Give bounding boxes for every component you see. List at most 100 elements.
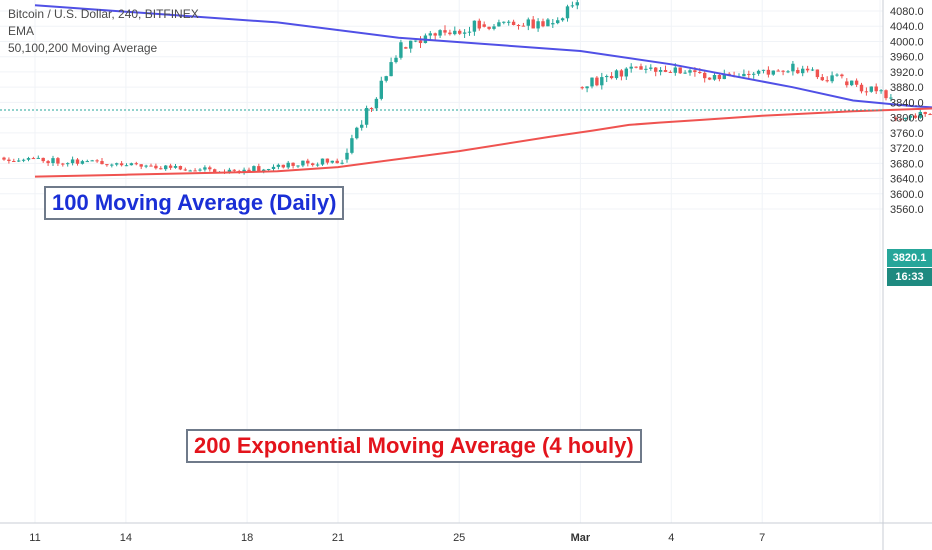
candle-body xyxy=(355,127,359,139)
ema-indicator-label: EMA xyxy=(8,24,35,38)
ema-annotation: 200 Exponential Moving Average (4 houly) xyxy=(186,429,642,463)
candle-body xyxy=(139,164,143,167)
candle-body xyxy=(511,21,516,26)
candle-body xyxy=(80,161,85,164)
candle-body xyxy=(56,158,60,164)
candle-body xyxy=(41,157,45,162)
candle-body xyxy=(879,90,883,92)
candle-body xyxy=(776,70,780,72)
candle-body xyxy=(144,165,148,167)
time-axis: 11 14 18 21 25 Mar 4 7 xyxy=(29,532,765,544)
candle-body xyxy=(492,26,496,29)
moving-average-100-line xyxy=(34,4,932,109)
candle-body xyxy=(516,25,521,27)
candle-body xyxy=(115,163,119,165)
price-tick-label: 3800.0 xyxy=(890,113,924,125)
candle-body xyxy=(159,168,163,170)
candle-body xyxy=(418,40,423,44)
candle-body xyxy=(801,68,805,74)
candle-body xyxy=(472,20,477,32)
candle-body xyxy=(786,71,790,73)
candle-body xyxy=(742,73,746,77)
candle-body xyxy=(105,164,109,166)
candle-body xyxy=(771,70,775,75)
candle-body xyxy=(600,77,604,86)
candle-body xyxy=(95,160,99,162)
candle-body xyxy=(673,67,677,73)
price-tick-label: 3760.0 xyxy=(890,128,924,140)
candle-body xyxy=(448,32,452,35)
candle-body xyxy=(747,73,751,75)
price-axis: 4080.0 4040.0 4000.0 3960.0 3920.0 3880.0 3840… xyxy=(890,6,924,216)
price-tick-label: 3680.0 xyxy=(890,158,924,170)
candle-body xyxy=(335,160,339,164)
candle-body xyxy=(291,162,295,166)
candle-body xyxy=(864,91,869,93)
candle-body xyxy=(203,167,207,170)
candle-body xyxy=(379,80,383,99)
candle-body xyxy=(345,152,349,160)
candle-body xyxy=(609,76,614,79)
price-tick-label: 3720.0 xyxy=(890,143,924,155)
candle-body xyxy=(585,86,589,89)
chart-legend: Bitcoin / U.S. Dollar, 240, BITFINEX EMA… xyxy=(8,6,199,57)
price-tick-label: 3840.0 xyxy=(890,97,924,109)
candle-body xyxy=(482,24,486,27)
candle-body xyxy=(639,66,643,70)
candle-body xyxy=(438,30,442,36)
candle-body xyxy=(624,68,628,77)
candle-body xyxy=(766,69,771,75)
candle-body xyxy=(820,77,824,81)
candle-body xyxy=(100,161,104,165)
price-tick-label: 3920.0 xyxy=(890,67,924,79)
candle-body xyxy=(315,164,320,166)
candle-body xyxy=(698,71,702,73)
candle-body xyxy=(619,70,624,77)
price-tick-label: 3960.0 xyxy=(890,52,924,64)
candle-body xyxy=(178,165,183,170)
candle-body xyxy=(903,117,908,120)
price-tick-label: 4000.0 xyxy=(890,36,924,48)
candle-body xyxy=(232,169,236,171)
candle-body xyxy=(477,20,481,29)
candle-body xyxy=(546,19,550,27)
symbol-title: Bitcoin / U.S. Dollar, 240, BITFINEX xyxy=(8,7,199,21)
candle-body xyxy=(281,164,285,168)
price-tick-label: 3880.0 xyxy=(890,82,924,94)
candle-body xyxy=(364,107,369,125)
candle-body xyxy=(36,157,40,159)
candle-body xyxy=(301,160,305,166)
candle-body xyxy=(590,77,594,87)
candle-body xyxy=(644,68,648,70)
candle-body xyxy=(869,86,873,92)
candle-body xyxy=(168,165,173,168)
candle-body xyxy=(286,162,290,168)
candle-body xyxy=(796,70,800,74)
candle-body xyxy=(46,161,50,164)
candle-body xyxy=(649,67,653,69)
candle-body xyxy=(565,6,570,19)
candle-body xyxy=(183,169,187,171)
candle-body xyxy=(791,63,795,72)
candle-body xyxy=(815,69,820,78)
time-tick-label: 18 xyxy=(241,532,253,544)
candle-body xyxy=(2,157,6,160)
candle-body xyxy=(752,73,756,75)
candle-body xyxy=(614,70,619,79)
candle-body xyxy=(124,165,129,167)
candle-body xyxy=(198,169,202,171)
candle-body xyxy=(61,163,65,165)
candle-body xyxy=(374,98,379,109)
candle-body xyxy=(560,18,565,21)
candle-body xyxy=(874,86,878,92)
candle-body xyxy=(399,42,403,58)
candle-body xyxy=(845,81,849,86)
candle-body xyxy=(21,159,26,161)
candle-body xyxy=(840,74,844,77)
candle-body xyxy=(213,169,217,173)
candle-body xyxy=(193,170,197,172)
bar-countdown-tag: 16:33 xyxy=(887,268,932,286)
candle-body xyxy=(761,69,766,71)
candle-body xyxy=(634,66,638,68)
